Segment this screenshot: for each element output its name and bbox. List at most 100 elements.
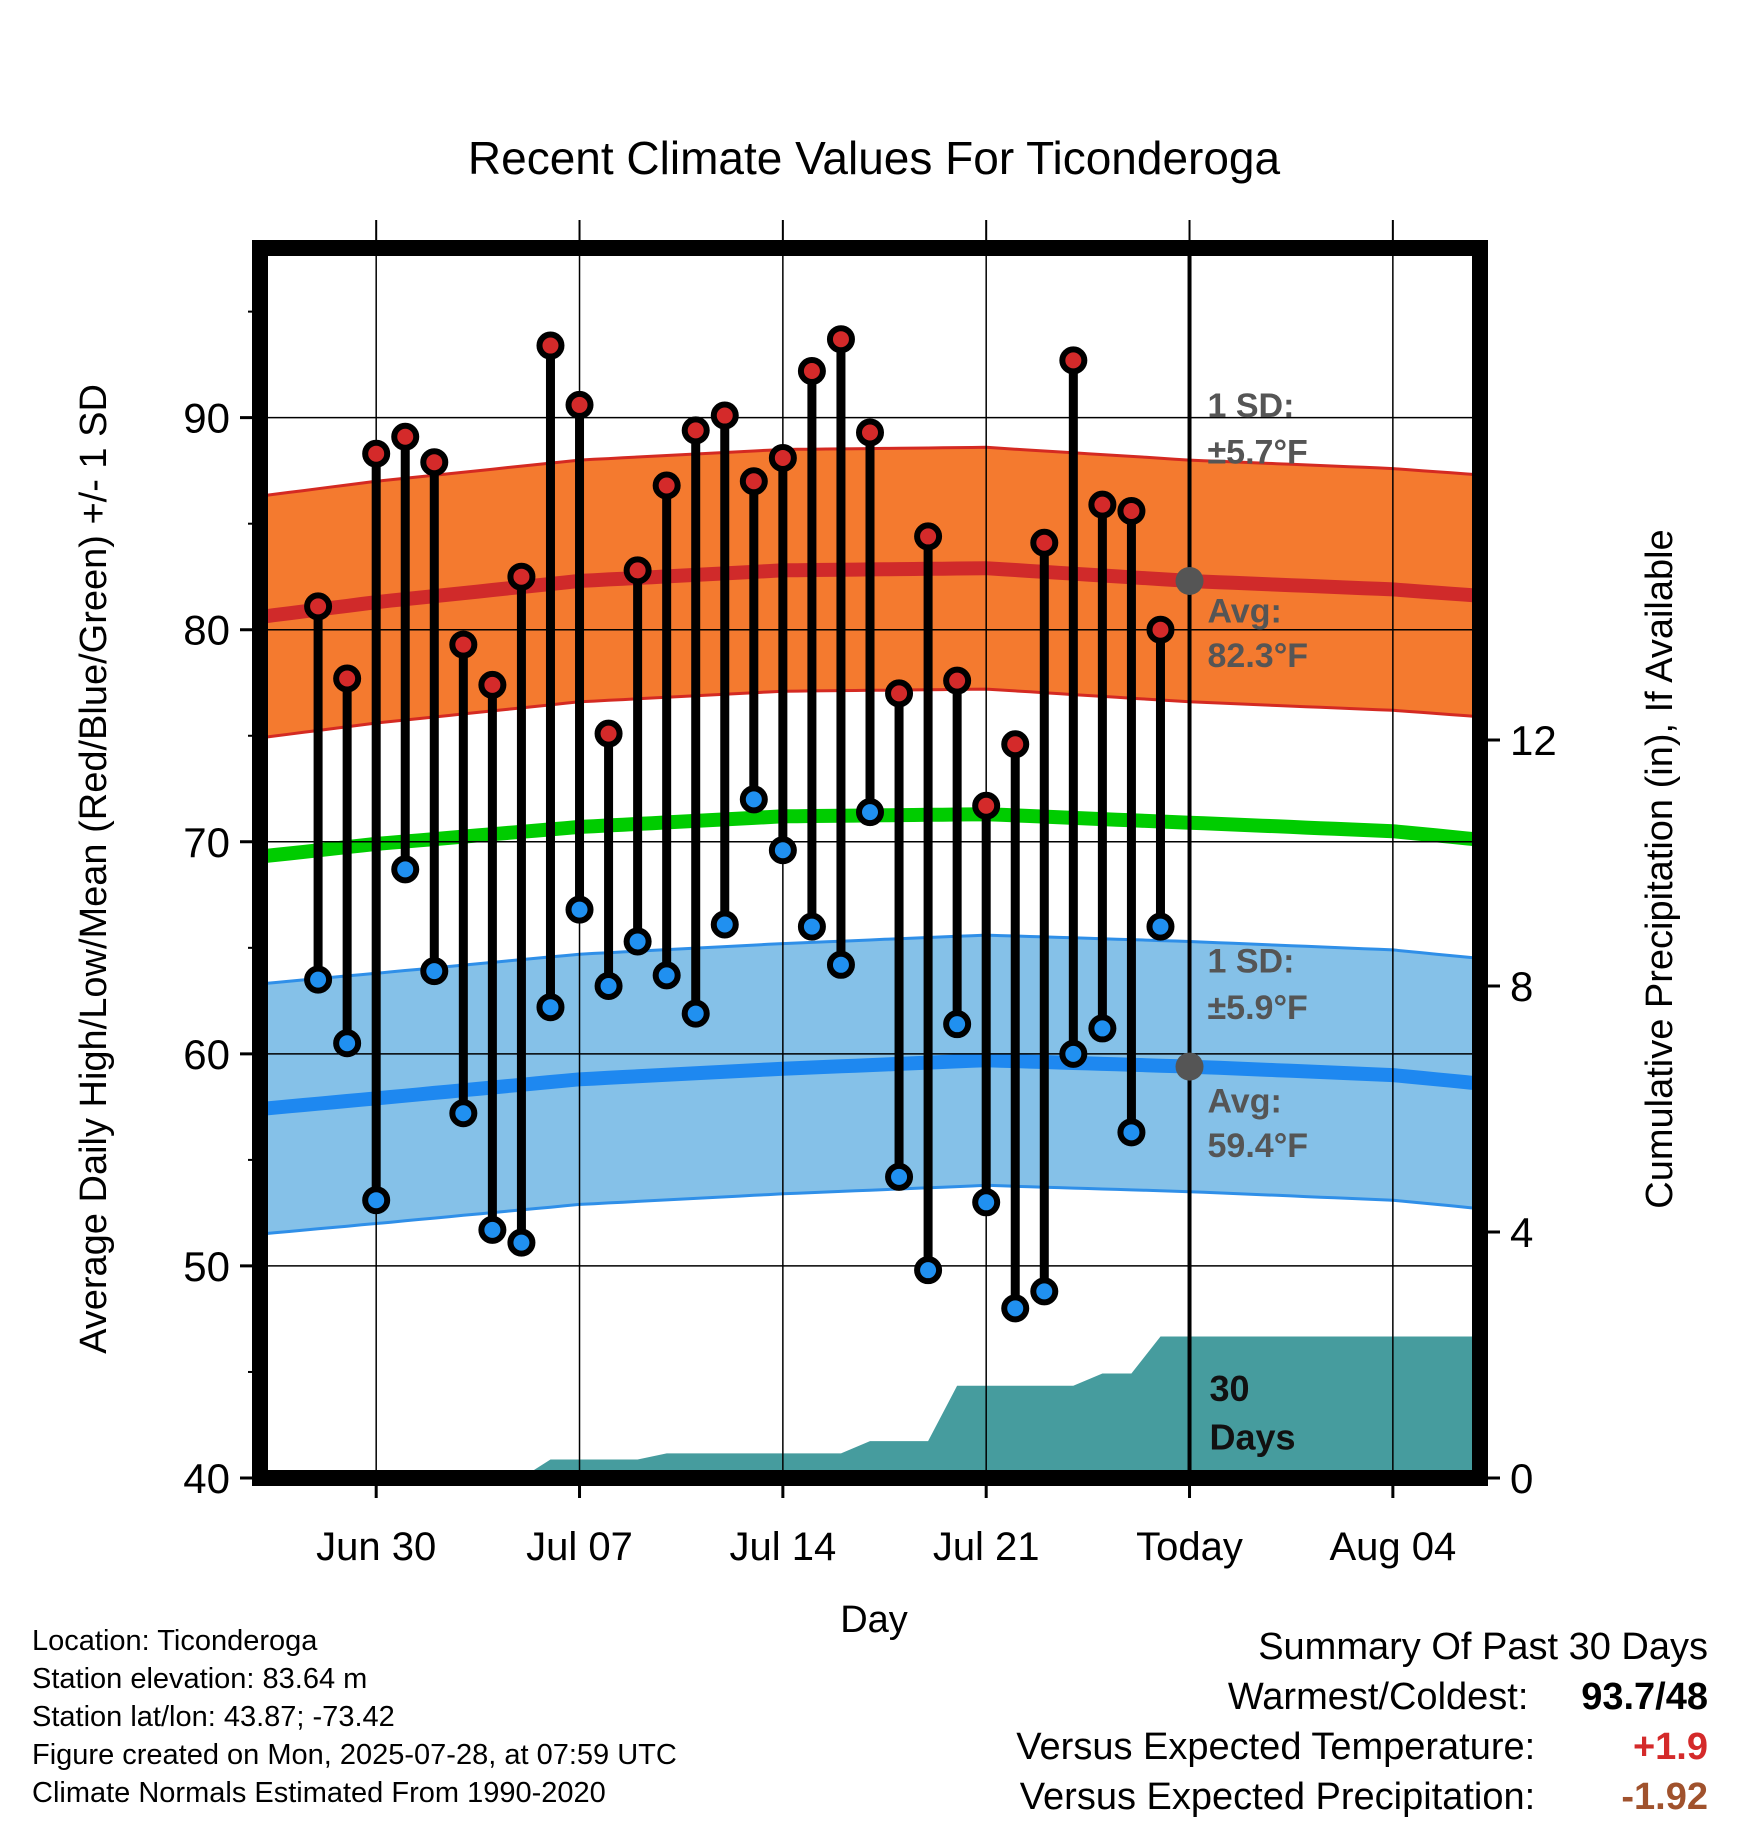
high-point (826, 325, 855, 354)
high-point (536, 331, 565, 360)
high-point (856, 418, 884, 447)
y2-tick-label: 4 (1510, 1209, 1533, 1256)
latlon-text: Station lat/lon: 43.87; -73.42 (32, 1701, 395, 1733)
today-high-avg-marker (1175, 566, 1204, 595)
high-point (972, 791, 1001, 820)
y-tick-label: 80 (183, 607, 230, 654)
y2-tick-label: 12 (1510, 717, 1557, 764)
high-point (594, 719, 623, 748)
precip-area (260, 1336, 1480, 1478)
low-point (681, 999, 710, 1028)
y2-tick-label: 0 (1510, 1455, 1533, 1502)
low-point (449, 1099, 478, 1128)
warmest-coldest-label: Warmest/Coldest: (1227, 1676, 1529, 1718)
low-sd-label: 1 SD: (1208, 943, 1295, 981)
high-point (652, 471, 681, 500)
low-sd-value: ±5.9°F (1208, 989, 1308, 1027)
chart-title: Recent Climate Values For Ticonderoga (468, 132, 1281, 184)
low-sd-band (260, 935, 1480, 1235)
high-point (391, 422, 420, 451)
precip-departure-label: Versus Expected Precipitation: (1019, 1776, 1536, 1818)
precip-days-label: 30 (1210, 1368, 1250, 1409)
y-tick-label: 90 (183, 395, 230, 442)
low-point (362, 1186, 391, 1215)
station-info: Location: Ticonderoga Station elevation:… (32, 1622, 677, 1812)
summary-title: Summary Of Past 30 Days (1258, 1626, 1708, 1668)
low-point (914, 1256, 943, 1285)
low-point (594, 972, 623, 1000)
plot-frame (252, 240, 1488, 1486)
low-point (1001, 1294, 1030, 1323)
high-point (1088, 490, 1117, 519)
high-sd-label: 1 SD: (1208, 387, 1295, 425)
low-point (623, 927, 652, 956)
high-point (304, 592, 333, 621)
high-point (420, 448, 449, 477)
temp-departure-row: Versus Expected Temperature: +1.9 (1016, 1722, 1708, 1772)
normals-text: Climate Normals Estimated From 1990-2020 (32, 1777, 606, 1809)
low-point (478, 1215, 507, 1244)
warmest-coldest-row: Warmest/Coldest: 93.7/48 (1016, 1672, 1708, 1722)
high-point (943, 666, 972, 695)
temp-departure-value: +1.9 (1632, 1726, 1708, 1768)
high-point (449, 630, 478, 659)
x-axis-label: Day (840, 1599, 908, 1641)
high-point (507, 562, 536, 591)
low-avg-value: 59.4°F (1208, 1127, 1309, 1165)
y-tick-label: 50 (183, 1243, 230, 1290)
today-low-avg-marker (1175, 1052, 1204, 1081)
summary-panel: Summary Of Past 30 Days Warmest/Coldest:… (1016, 1622, 1708, 1822)
low-point (1146, 912, 1175, 941)
high-point (565, 390, 594, 419)
low-point (652, 961, 681, 990)
y-tick-label: 60 (183, 1031, 230, 1078)
y-tick-label: 70 (183, 819, 230, 866)
x-tick-label: Today (1136, 1525, 1243, 1569)
low-point (391, 855, 420, 884)
low-point (507, 1228, 536, 1257)
created-text: Figure created on Mon, 2025-07-28, at 07… (32, 1739, 677, 1771)
high-avg-value: 82.3°F (1208, 637, 1309, 675)
temp-departure-label: Versus Expected Temperature: (1016, 1726, 1536, 1768)
x-tick-label: Aug 04 (1329, 1525, 1456, 1569)
low-sd-band-lower-edge (260, 1183, 1480, 1236)
high-point (768, 443, 797, 472)
low-point (856, 798, 884, 827)
low-point (826, 950, 855, 979)
high-point (797, 357, 826, 385)
high-point (362, 439, 391, 468)
location-text: Location: Ticonderoga (32, 1625, 318, 1657)
high-point (914, 522, 943, 551)
high-point (478, 670, 507, 699)
high-point (1117, 496, 1146, 525)
precip-departure-value: -1.92 (1621, 1776, 1708, 1818)
low-avg-label: Avg: (1208, 1083, 1282, 1121)
low-point (304, 965, 333, 994)
high-point (1059, 346, 1088, 375)
y2-axis-label: Cumulative Precipitation (in), If Availa… (1639, 529, 1681, 1208)
x-tick-label: Jul 07 (526, 1525, 633, 1569)
high-point (1030, 528, 1059, 557)
high-point (1146, 615, 1175, 644)
high-point (681, 416, 710, 445)
high-avg-label: Avg: (1208, 593, 1282, 631)
precip-departure-row: Versus Expected Precipitation: -1.92 (1016, 1772, 1708, 1822)
high-point (885, 679, 914, 708)
precip-days-label-2: Days (1210, 1417, 1296, 1458)
x-tick-label: Jul 21 (933, 1525, 1040, 1569)
y-tick-label: 40 (183, 1455, 230, 1502)
low-point (1088, 1014, 1117, 1043)
x-tick-label: Jun 30 (316, 1525, 436, 1569)
high-point (710, 401, 739, 430)
low-point (972, 1188, 1001, 1217)
plot-area: 1 SD: ±5.7°F Avg: 82.3°F 1 SD: ±5.9°F Avg: 59.4… (183, 220, 1557, 1569)
low-point (420, 957, 449, 986)
x-tick-label: Jul 14 (729, 1525, 836, 1569)
low-point (885, 1162, 914, 1191)
low-point (565, 895, 594, 924)
low-point (710, 910, 739, 939)
low-point (943, 1010, 972, 1039)
high-sd-value: ±5.7°F (1208, 434, 1308, 472)
low-point (536, 993, 565, 1022)
